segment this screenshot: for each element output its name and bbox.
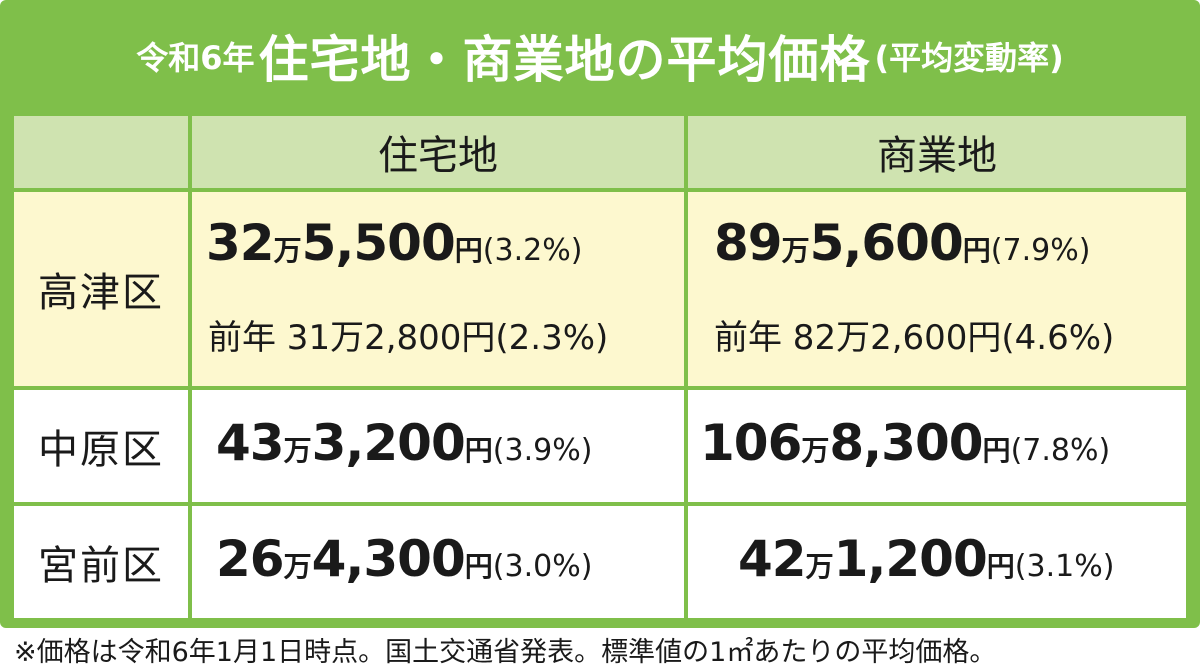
ward-label: 高津区 xyxy=(14,192,188,386)
footnote: ※価格は令和6年1月1日時点。国土交通省発表。標準値の1㎡あたりの平均価格。 xyxy=(14,637,997,668)
residential-cell: 43万3,200円(3.9%) xyxy=(192,390,684,502)
residential-cell: 26万4,300円(3.0%) xyxy=(192,506,684,618)
header-corner xyxy=(14,116,188,188)
ward-label: 宮前区 xyxy=(14,506,188,618)
price-table-panel: 令和6年 住宅地・商業地の平均価格 (平均変動率) 住宅地 商業地 高津区 32… xyxy=(0,0,1200,628)
previous-year-price: 前年 31万2,800円(2.3%) xyxy=(208,318,609,358)
previous-year-price: 前年 82万2,600円(4.6%) xyxy=(714,318,1115,358)
price-table: 住宅地 商業地 高津区 32万5,500円(3.2%) 前年 31万2,800円… xyxy=(14,116,1186,618)
commercial-cell: 89万5,600円(7.9%) 前年 82万2,600円(4.6%) xyxy=(688,192,1186,386)
header-residential-label: 住宅地 xyxy=(378,133,498,179)
commercial-cell: 42万1,200円(3.1%) xyxy=(688,506,1186,618)
ward-name: 中原区 xyxy=(38,427,164,473)
ward-name: 高津区 xyxy=(38,270,164,316)
header-commercial-label: 商業地 xyxy=(877,133,997,179)
title-subtitle: (平均変動率) xyxy=(874,39,1064,77)
header-residential: 住宅地 xyxy=(192,116,684,188)
residential-cell: 32万5,500円(3.2%) 前年 31万2,800円(2.3%) xyxy=(192,192,684,386)
title-era: 令和6年 xyxy=(136,39,255,77)
current-price: 43万3,200円(3.9%) xyxy=(216,414,593,472)
commercial-cell: 106万8,300円(7.8%) xyxy=(688,390,1186,502)
header-commercial: 商業地 xyxy=(688,116,1186,188)
current-price: 42万1,200円(3.1%) xyxy=(738,530,1115,588)
current-price: 106万8,300円(7.8%) xyxy=(700,414,1111,472)
current-price: 32万5,500円(3.2%) xyxy=(206,214,583,272)
title-main: 住宅地・商業地の平均価格 xyxy=(258,31,871,89)
ward-label: 中原区 xyxy=(14,390,188,502)
page-title: 令和6年 住宅地・商業地の平均価格 (平均変動率) xyxy=(0,0,1200,112)
current-price: 89万5,600円(7.9%) xyxy=(714,214,1091,272)
current-price: 26万4,300円(3.0%) xyxy=(216,530,593,588)
ward-name: 宮前区 xyxy=(38,543,164,589)
